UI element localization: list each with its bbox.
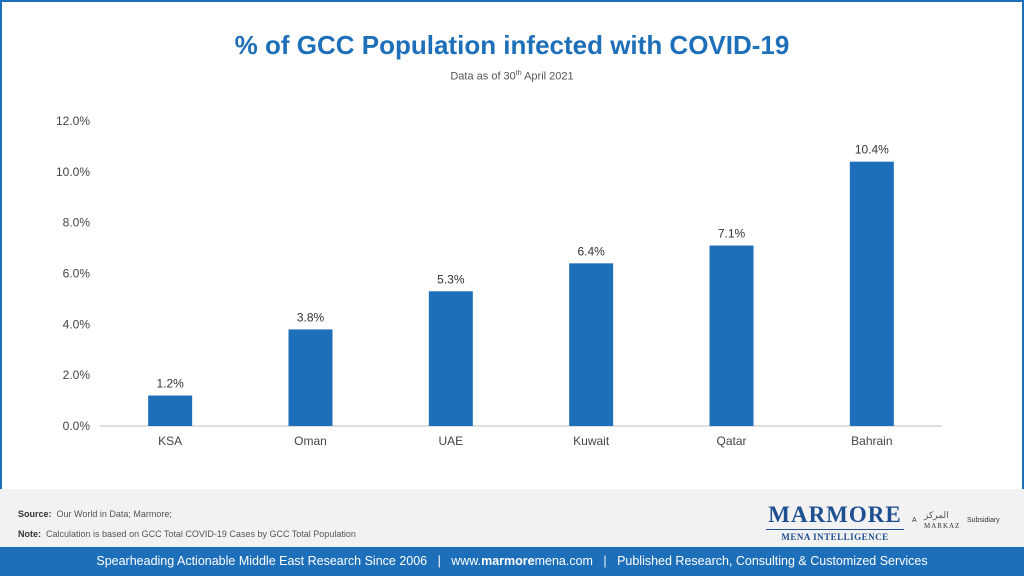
bar-ksa [148, 395, 193, 426]
chart-title: % of GCC Population infected with COVID-… [234, 30, 790, 60]
bar-uae [428, 291, 473, 426]
calculation-note: Note: Calculation is based on GCC Total … [18, 529, 356, 539]
source-note: Source: Our World in Data; Marmore; [18, 509, 172, 519]
bar-bahrain [849, 161, 894, 426]
data-label: 1.2% [156, 377, 184, 391]
data-label: 7.1% [718, 227, 746, 241]
y-tick-label: 10.0% [56, 165, 90, 179]
footer-bar: Spearheading Actionable Middle East Rese… [0, 547, 1024, 576]
footer-website[interactable]: www.marmoremena.com [451, 554, 593, 568]
marmore-logo: MARMORE MENA INTELLIGENCE [760, 503, 910, 542]
x-tick-label: Kuwait [573, 434, 610, 448]
data-label: 10.4% [855, 143, 889, 157]
x-tick-label: Qatar [716, 434, 746, 448]
x-tick-label: KSA [158, 434, 182, 448]
data-label: 3.8% [297, 310, 325, 324]
x-tick-label: Oman [294, 434, 327, 448]
y-tick-label: 0.0% [63, 419, 91, 433]
data-label: 6.4% [577, 244, 605, 258]
chart-subtitle: Data as of 30th April 2021 [450, 70, 574, 83]
y-tick-label: 6.0% [63, 267, 91, 281]
bar-chart: 0.0% 2.0% 4.0% 6.0% 8.0% 10.0% 12.0% 1.2% KSA 3.8… [56, 114, 942, 448]
bar-qatar [709, 245, 754, 426]
data-label: 5.3% [437, 272, 465, 286]
y-tick-label: 12.0% [56, 114, 90, 128]
notes-panel: Source: Our World in Data; Marmore; Note… [0, 489, 1024, 547]
y-tick-label: 8.0% [63, 216, 91, 230]
footer-services: Published Research, Consulting & Customi… [617, 554, 928, 568]
bar-oman [288, 329, 333, 426]
y-tick-label: 4.0% [63, 317, 91, 331]
x-tick-label: UAE [438, 434, 463, 448]
footer-tagline: Spearheading Actionable Middle East Rese… [96, 554, 428, 568]
x-tick-label: Bahrain [851, 434, 892, 448]
bar-kuwait [569, 263, 614, 426]
y-tick-label: 2.0% [63, 368, 91, 382]
